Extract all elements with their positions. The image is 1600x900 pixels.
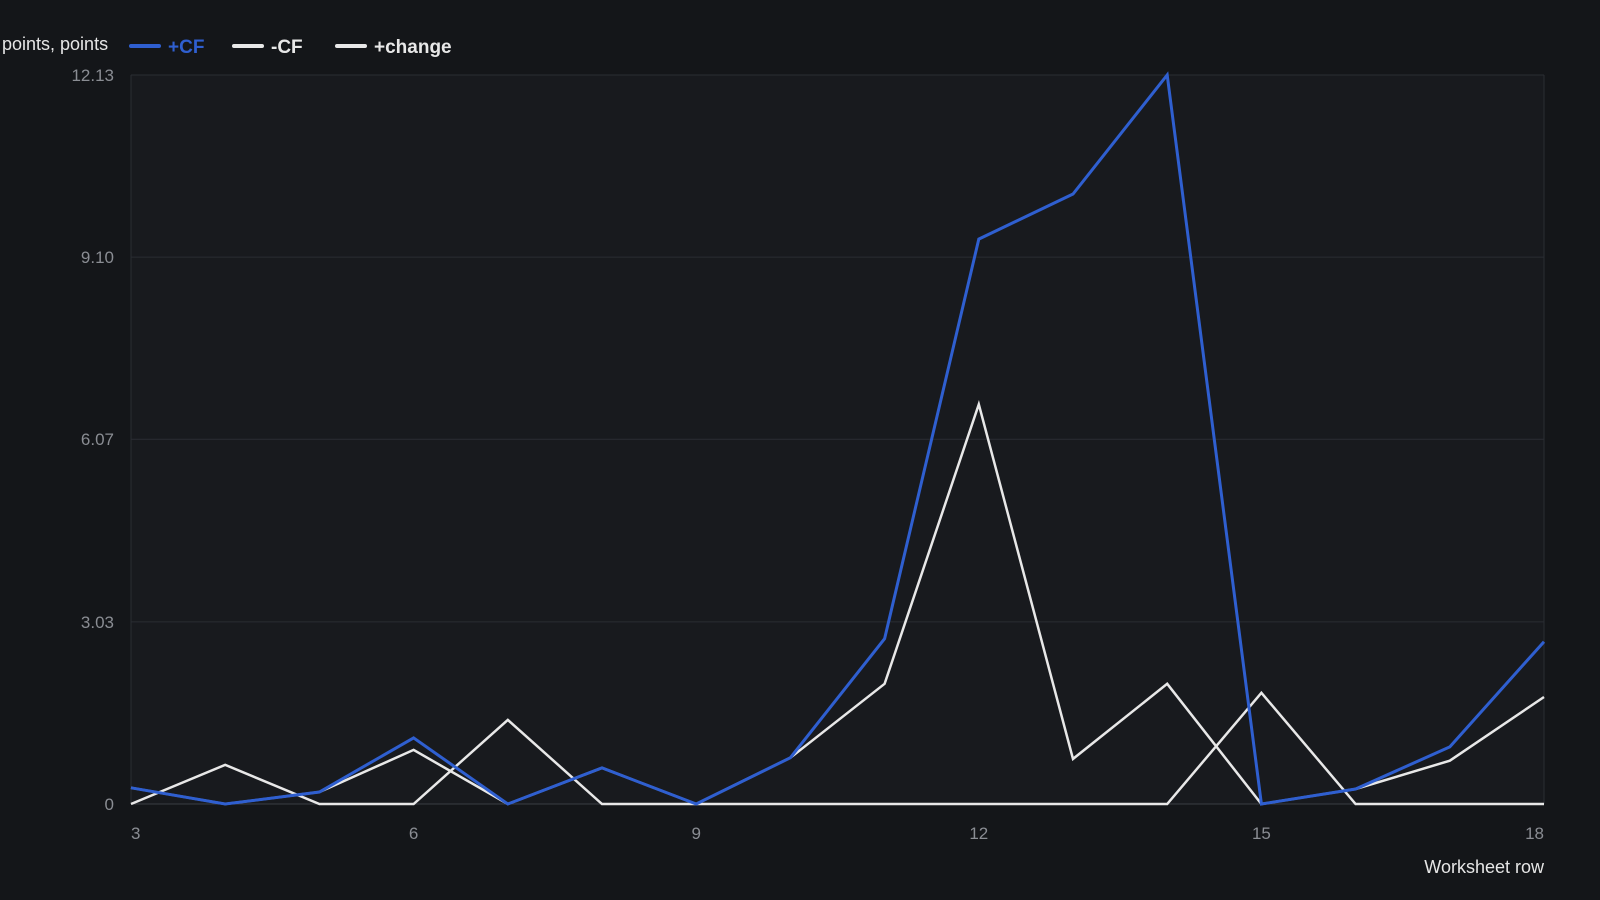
legend-label: +CF bbox=[168, 37, 204, 58]
legend-item-CF[interactable]: +CF bbox=[129, 37, 204, 58]
y-tick-label: 3.03 bbox=[81, 613, 114, 632]
series-line-CF[interactable] bbox=[130, 71, 1546, 806]
x-axis-title: Worksheet row bbox=[1424, 857, 1545, 877]
legend-label: -CF bbox=[271, 37, 303, 58]
x-tick-label: 18 bbox=[1525, 824, 1544, 843]
y-tick-label: 0 bbox=[105, 795, 114, 814]
x-axis-ticks: 3 6 9 12 15 18 bbox=[131, 824, 1544, 843]
legend-item-change[interactable]: +change bbox=[335, 37, 452, 58]
x-tick-label: 15 bbox=[1252, 824, 1271, 843]
y-tick-label: 6.07 bbox=[81, 430, 114, 449]
x-tick-label: 12 bbox=[969, 824, 988, 843]
series-line-CF[interactable] bbox=[130, 690, 1544, 806]
legend-label: +change bbox=[374, 37, 452, 58]
y-tick-label: 12.13 bbox=[71, 66, 114, 85]
y-axis-ticks: 0 3.03 6.07 9.10 12.13 bbox=[71, 66, 114, 814]
y-tick-label: 9.10 bbox=[81, 248, 114, 267]
x-tick-label: 3 bbox=[131, 824, 140, 843]
x-tick-label: 9 bbox=[691, 824, 700, 843]
x-tick-label: 6 bbox=[409, 824, 418, 843]
legend-item-CF[interactable]: -CF bbox=[232, 37, 303, 58]
series-lines bbox=[130, 71, 1546, 806]
legend[interactable]: points, points +CF -CF +change bbox=[2, 34, 452, 58]
unit-label: points, points bbox=[2, 34, 108, 54]
